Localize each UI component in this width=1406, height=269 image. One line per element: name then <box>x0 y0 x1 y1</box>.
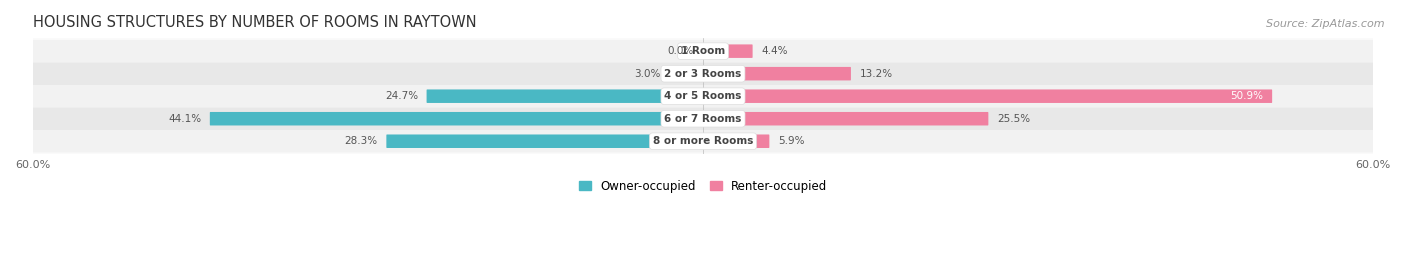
Text: 25.5%: 25.5% <box>997 114 1031 124</box>
Text: HOUSING STRUCTURES BY NUMBER OF ROOMS IN RAYTOWN: HOUSING STRUCTURES BY NUMBER OF ROOMS IN… <box>32 15 477 30</box>
FancyBboxPatch shape <box>32 130 1374 153</box>
Text: 50.9%: 50.9% <box>1230 91 1263 101</box>
FancyBboxPatch shape <box>32 62 1374 85</box>
Text: 2 or 3 Rooms: 2 or 3 Rooms <box>665 69 741 79</box>
Text: 0.0%: 0.0% <box>668 46 695 56</box>
Text: 4 or 5 Rooms: 4 or 5 Rooms <box>664 91 742 101</box>
Legend: Owner-occupied, Renter-occupied: Owner-occupied, Renter-occupied <box>579 179 827 193</box>
FancyBboxPatch shape <box>703 112 988 125</box>
FancyBboxPatch shape <box>703 90 1272 103</box>
FancyBboxPatch shape <box>426 90 703 103</box>
FancyBboxPatch shape <box>703 67 851 80</box>
FancyBboxPatch shape <box>703 134 769 148</box>
Text: 5.9%: 5.9% <box>778 136 804 146</box>
FancyBboxPatch shape <box>32 107 1374 130</box>
FancyBboxPatch shape <box>209 112 703 125</box>
Text: 24.7%: 24.7% <box>385 91 418 101</box>
FancyBboxPatch shape <box>387 134 703 148</box>
Text: 13.2%: 13.2% <box>859 69 893 79</box>
FancyBboxPatch shape <box>703 44 752 58</box>
Text: 6 or 7 Rooms: 6 or 7 Rooms <box>664 114 742 124</box>
Text: 44.1%: 44.1% <box>169 114 201 124</box>
Text: 28.3%: 28.3% <box>344 136 378 146</box>
Text: 3.0%: 3.0% <box>634 69 661 79</box>
Text: 8 or more Rooms: 8 or more Rooms <box>652 136 754 146</box>
Text: 4.4%: 4.4% <box>761 46 787 56</box>
Text: 1 Room: 1 Room <box>681 46 725 56</box>
Text: Source: ZipAtlas.com: Source: ZipAtlas.com <box>1267 19 1385 29</box>
FancyBboxPatch shape <box>32 85 1374 107</box>
FancyBboxPatch shape <box>32 40 1374 62</box>
FancyBboxPatch shape <box>669 67 703 80</box>
